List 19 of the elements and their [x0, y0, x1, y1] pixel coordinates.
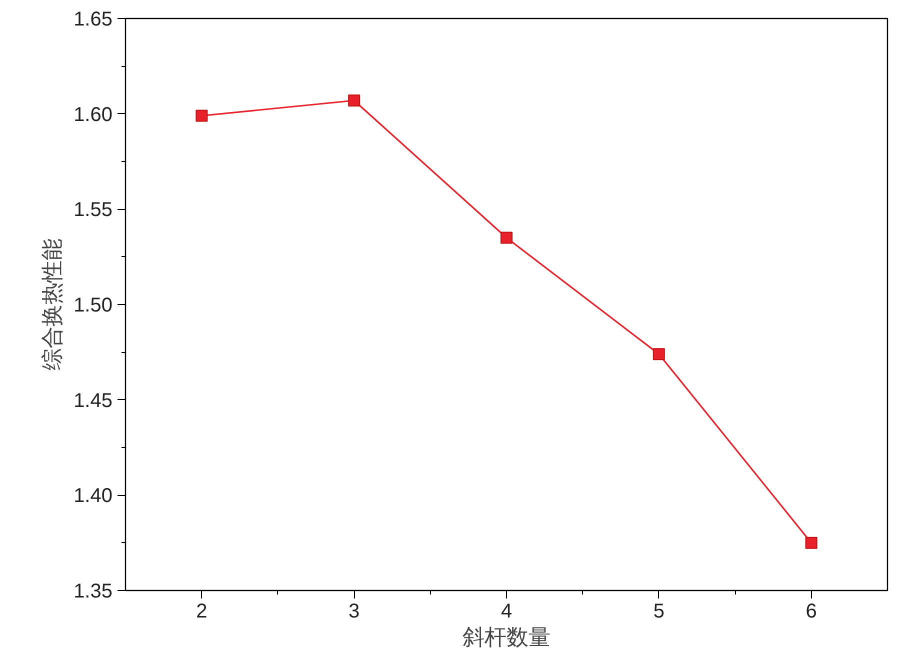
point	[500, 232, 512, 244]
y-tick-label: 1.45	[74, 390, 113, 412]
y-tick-label: 1.40	[74, 485, 113, 508]
x-tick-label: 3	[348, 600, 360, 622]
x-axis-title: 斜杆数量	[462, 626, 550, 650]
y-tick-label: 1.50	[74, 294, 113, 316]
y-tick-label: 1.35	[74, 580, 113, 602]
point	[196, 110, 208, 122]
x-tick-label: 6	[806, 600, 817, 622]
y-tick-label: 1.65	[74, 8, 113, 30]
y-tick-label: 1.60	[74, 104, 113, 126]
x-tick-label: 2	[196, 600, 208, 622]
point	[348, 94, 360, 106]
y-axis-title: 综合换热性能	[40, 238, 66, 370]
x-tick-label: 4	[500, 600, 512, 622]
point	[652, 348, 665, 360]
x-tick-label: 5	[653, 600, 664, 622]
point	[805, 536, 818, 549]
y-tick-label: 1.55	[74, 199, 113, 222]
